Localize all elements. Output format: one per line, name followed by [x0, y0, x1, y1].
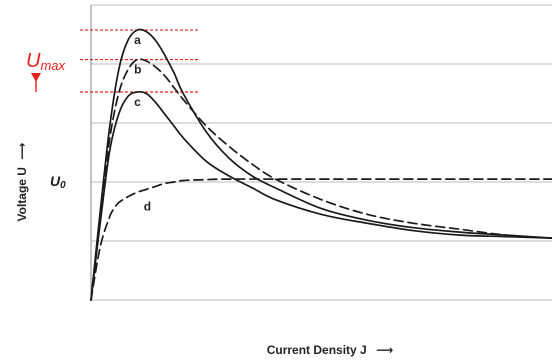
x-axis-arrow: ⟶ — [376, 343, 393, 357]
curve-b — [90, 58, 552, 301]
curves — [90, 28, 552, 301]
umax-arrow-head — [31, 73, 41, 82]
u0-annotation: U0 — [50, 173, 66, 191]
umax-annotation: Umax — [26, 50, 66, 73]
u0-letter: U — [50, 173, 61, 189]
curve-labels: a b c d — [134, 33, 151, 214]
curve-label-b: b — [134, 63, 141, 77]
curve-c — [90, 90, 552, 301]
y-axis-arrow: ⟶ — [15, 143, 29, 160]
curve-d — [90, 178, 552, 301]
y-axis-title: Voltage U ⟶ — [15, 143, 29, 222]
curve-label-a: a — [134, 33, 141, 47]
x-axis-label: Current Density J — [267, 343, 367, 357]
x-axis-title: Current Density J ⟶ — [267, 343, 394, 357]
y-axis-label: Voltage U — [15, 167, 29, 221]
grid-lines — [91, 4, 552, 301]
curve-label-d: d — [144, 200, 151, 214]
curve-label-c: c — [134, 95, 141, 109]
svg-text:Voltage U ⟶: Voltage U ⟶ — [15, 143, 29, 222]
umax-subscript: max — [40, 58, 65, 73]
umax-letter: U — [26, 50, 41, 72]
u0-subscript: 0 — [60, 180, 66, 191]
curve-a — [90, 28, 552, 301]
